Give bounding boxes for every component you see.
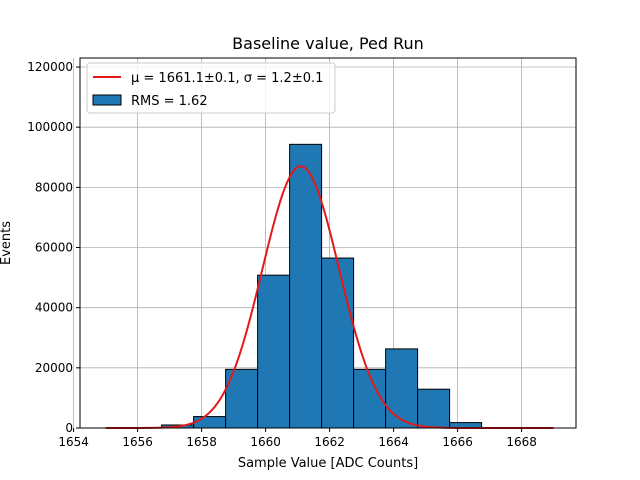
legend-histogram-label: RMS = 1.62 (131, 94, 208, 109)
histogram-bar (193, 416, 227, 429)
x-tick-label: 1664 (378, 435, 409, 449)
legend-histogram-swatch (92, 94, 122, 106)
chart-title: Baseline value, Ped Run (232, 34, 424, 53)
y-tick-label: 40000 (35, 301, 73, 315)
x-axis-ticks: 1654 1656 1658 1660 1662 1664 1666 1668 (58, 428, 537, 449)
legend-fit-label: μ = 1661.1±0.1, σ = 1.2±0.1 (131, 71, 323, 86)
histogram-bar (417, 388, 451, 429)
y-tick-label: 100000 (27, 120, 73, 134)
y-axis-label: Events (0, 221, 14, 265)
y-axis-ticks: 0 20000 40000 60000 80000 100000 120000 (27, 60, 80, 435)
x-tick-label: 1662 (314, 435, 345, 449)
plot-frame (79, 57, 577, 429)
x-tick-label: 1656 (122, 435, 153, 449)
x-tick-label: 1666 (442, 435, 473, 449)
x-axis-label: Sample Value [ADC Counts] (238, 456, 418, 471)
y-tick-label: 0 (65, 421, 73, 435)
grid-lines (73, 58, 576, 429)
histogram-bars (161, 143, 483, 429)
x-tick-label: 1658 (186, 435, 217, 449)
legend: μ = 1661.1±0.1, σ = 1.2±0.1 RMS = 1.62 (86, 62, 336, 114)
y-tick-label: 120000 (27, 60, 73, 74)
x-tick-label: 1668 (506, 435, 537, 449)
x-tick-label: 1654 (58, 435, 89, 449)
legend-box (86, 62, 336, 114)
y-tick-label: 60000 (35, 241, 73, 255)
y-tick-label: 20000 (35, 361, 73, 375)
y-tick-label: 80000 (35, 180, 73, 194)
histogram-bar (257, 274, 291, 429)
histogram-bar (321, 257, 355, 429)
x-tick-label: 1660 (250, 435, 281, 449)
histogram-bar (385, 348, 419, 429)
